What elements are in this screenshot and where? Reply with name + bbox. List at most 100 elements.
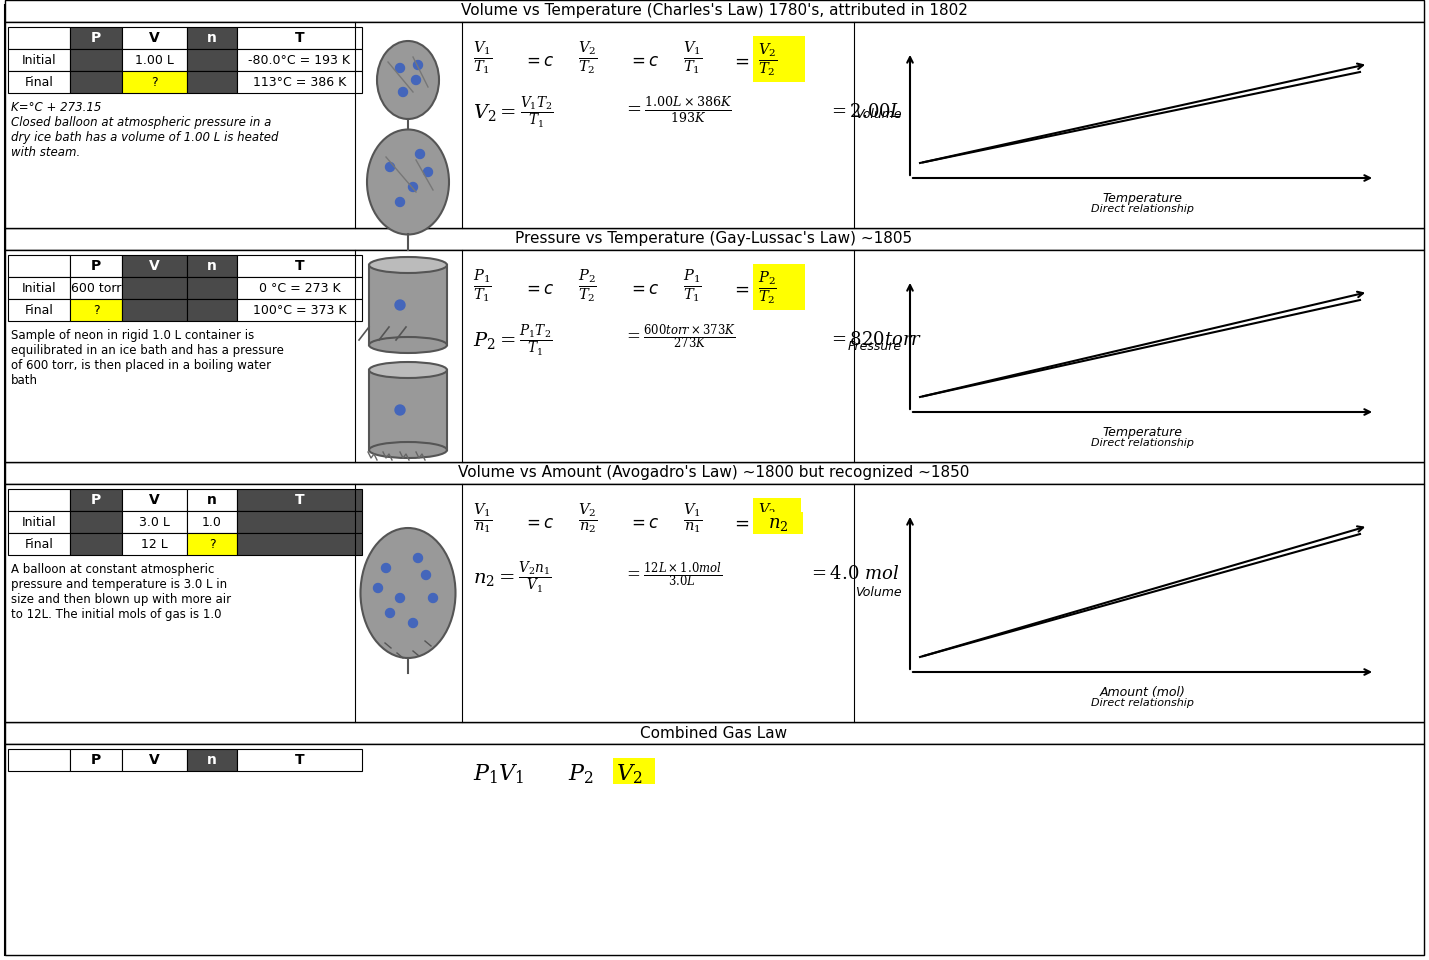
Text: $= c$: $= c$ (627, 514, 659, 532)
Ellipse shape (369, 362, 447, 378)
Bar (237, 71, 362, 93)
Bar (121, 533, 187, 555)
Text: 113°C = 386 K: 113°C = 386 K (253, 76, 346, 88)
Bar (9, 299, 70, 321)
Circle shape (423, 167, 433, 177)
Bar (121, 749, 187, 771)
Bar (237, 511, 362, 533)
Text: Volume: Volume (856, 108, 902, 122)
Bar (187, 71, 237, 93)
Text: $=$: $=$ (732, 280, 750, 298)
Bar (121, 489, 187, 511)
Bar (753, 512, 803, 534)
Bar (613, 758, 654, 784)
Text: $= c$: $= c$ (523, 514, 554, 532)
Text: T: T (294, 753, 304, 767)
Text: P: P (91, 753, 101, 767)
Text: V: V (149, 259, 160, 273)
Circle shape (412, 76, 420, 84)
Text: Pressure vs Temperature (Gay-Lussac's Law) ~1805: Pressure vs Temperature (Gay-Lussac's La… (516, 231, 913, 247)
Text: $\frac{V_1}{n_1}$: $\frac{V_1}{n_1}$ (473, 502, 493, 537)
Bar (9, 533, 70, 555)
Bar (187, 255, 237, 277)
Bar (753, 264, 805, 310)
Text: Volume vs Amount (Avogadro's Law) ~1800 but recognized ~1850: Volume vs Amount (Avogadro's Law) ~1800 … (459, 466, 970, 481)
Bar (70, 49, 121, 71)
Bar (9, 255, 70, 277)
Bar (4, 744, 1425, 955)
Text: $n_2 = \frac{V_2 n_1}{V_1}$: $n_2 = \frac{V_2 n_1}{V_1}$ (473, 560, 552, 596)
Bar (4, 22, 1425, 228)
Bar (187, 299, 237, 321)
Text: $\frac{P_2}{T_2}$: $\frac{P_2}{T_2}$ (757, 270, 777, 307)
Bar (187, 489, 237, 511)
Bar (9, 511, 70, 533)
Text: $n_2$: $n_2$ (767, 515, 789, 533)
Text: Final: Final (24, 76, 53, 88)
Text: 0 °C = 273 K: 0 °C = 273 K (259, 281, 340, 295)
Text: T: T (294, 259, 304, 273)
Text: $\frac{V_2}{T_2}$: $\frac{V_2}{T_2}$ (577, 40, 597, 77)
Text: Sample of neon in rigid 1.0 L container is
equilibrated in an ice bath and has a: Sample of neon in rigid 1.0 L container … (11, 329, 284, 387)
Circle shape (394, 405, 404, 415)
Text: 12 L: 12 L (141, 538, 167, 550)
Text: $= c$: $= c$ (523, 52, 554, 70)
Bar (9, 27, 70, 49)
Text: $\frac{P_1}{T_1}$: $\frac{P_1}{T_1}$ (473, 268, 492, 305)
Bar (9, 749, 70, 771)
Circle shape (386, 162, 394, 172)
Text: Direct relationship: Direct relationship (1090, 698, 1195, 708)
Text: 1.00 L: 1.00 L (136, 54, 174, 66)
Circle shape (382, 564, 390, 572)
Bar (4, 228, 1425, 250)
Bar (4, 0, 1425, 22)
Text: Temperature: Temperature (1103, 426, 1183, 439)
Circle shape (416, 150, 424, 158)
Text: $= c$: $= c$ (523, 280, 554, 298)
Text: 3.0 L: 3.0 L (139, 516, 170, 529)
Text: P: P (91, 31, 101, 45)
Text: $P_2$: $P_2$ (567, 762, 593, 785)
Circle shape (373, 584, 383, 592)
Text: Initial: Initial (21, 54, 56, 66)
Text: $= 820 torr$: $= 820 torr$ (827, 331, 923, 349)
Ellipse shape (360, 528, 456, 658)
Text: n: n (207, 493, 217, 507)
Text: Direct relationship: Direct relationship (1090, 438, 1195, 448)
Text: $\frac{P_1}{T_1}$: $\frac{P_1}{T_1}$ (683, 268, 702, 305)
Text: ?: ? (209, 538, 216, 550)
Bar (187, 27, 237, 49)
Ellipse shape (369, 257, 447, 273)
Text: T: T (294, 493, 304, 507)
Bar (70, 27, 121, 49)
Bar (70, 255, 121, 277)
Text: $\frac{V_2}{T_2}$: $\frac{V_2}{T_2}$ (757, 42, 777, 79)
Circle shape (399, 87, 407, 97)
Text: $= 4.0\ mol$: $= 4.0\ mol$ (807, 565, 899, 583)
Ellipse shape (369, 442, 447, 458)
Text: V: V (149, 31, 160, 45)
Text: $V_2 = \frac{V_1 T_2}{T_1}$: $V_2 = \frac{V_1 T_2}{T_1}$ (473, 95, 554, 132)
Bar (70, 511, 121, 533)
Text: Volume: Volume (856, 587, 902, 599)
Text: $\frac{V_1}{n_1}$: $\frac{V_1}{n_1}$ (683, 502, 703, 537)
Bar (9, 71, 70, 93)
Bar (121, 255, 187, 277)
Bar (121, 511, 187, 533)
Ellipse shape (369, 337, 447, 353)
Bar (121, 27, 187, 49)
Bar (369, 265, 447, 345)
Text: $\frac{V_1}{T_1}$: $\frac{V_1}{T_1}$ (473, 40, 493, 77)
Bar (369, 370, 447, 450)
Text: Amount (mol): Amount (mol) (1099, 686, 1186, 699)
Text: Direct relationship: Direct relationship (1090, 204, 1195, 214)
Circle shape (413, 60, 423, 69)
Bar (70, 533, 121, 555)
Text: $= \frac{600 torr \times 373K}{273K}$: $= \frac{600 torr \times 373K}{273K}$ (623, 323, 736, 352)
Bar (9, 49, 70, 71)
Text: $= c$: $= c$ (627, 280, 659, 298)
Text: Pressure: Pressure (847, 340, 902, 352)
Bar (237, 749, 362, 771)
Bar (753, 498, 802, 532)
Circle shape (409, 182, 417, 191)
